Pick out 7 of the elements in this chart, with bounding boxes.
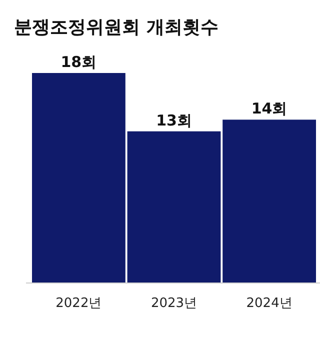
data-label: 18회 <box>60 53 97 71</box>
x-tick-label: 2022년 <box>56 296 102 311</box>
data-label: 14회 <box>251 100 288 118</box>
x-tick-label: 2024년 <box>246 296 292 311</box>
data-label: 13회 <box>156 111 192 130</box>
chart-title: 분쟁조정위원회 개최횟수 <box>14 17 218 38</box>
x-tick-label: 2023년 <box>150 296 198 311</box>
